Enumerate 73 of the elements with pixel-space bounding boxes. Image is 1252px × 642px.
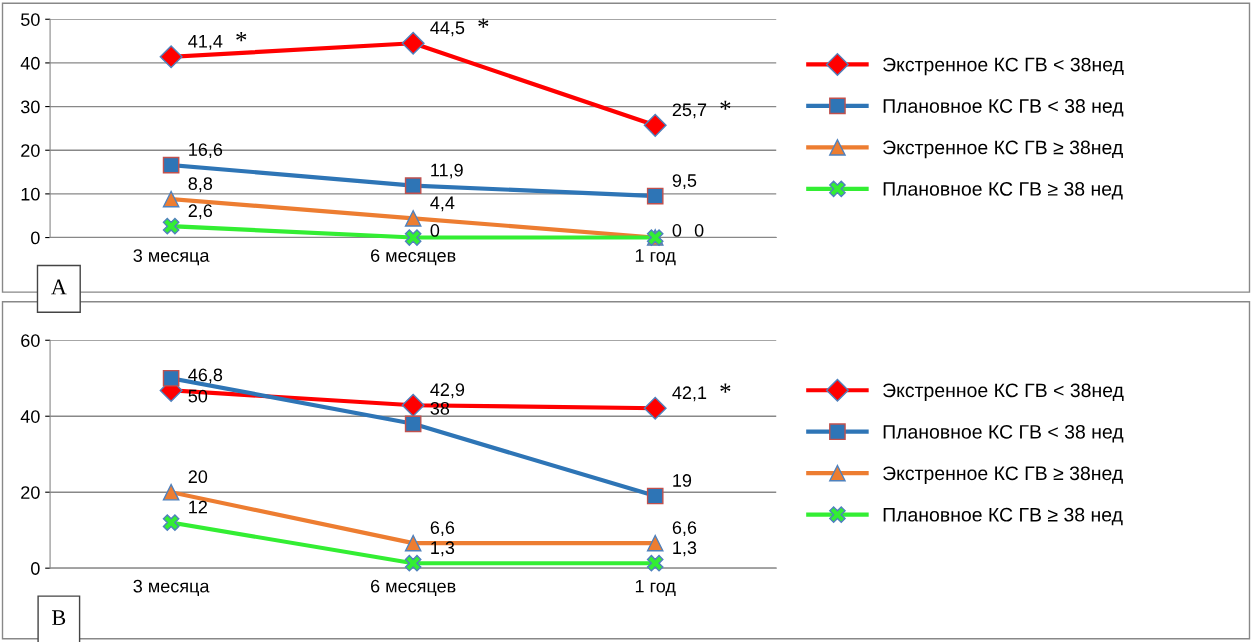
point: [646, 534, 664, 552]
x-tick-label: 1 год: [635, 579, 676, 596]
point: [646, 554, 664, 572]
y-tick-label: 60: [21, 334, 40, 347]
y-tick-label: 30: [20, 100, 40, 114]
annotation: *: [720, 383, 731, 393]
point: [401, 31, 425, 55]
y-tick-label: 20: [21, 486, 40, 499]
data-label: 4,4: [430, 196, 455, 212]
data-label: 42,9: [430, 383, 465, 399]
point: [159, 45, 183, 69]
point: [646, 487, 664, 505]
x-tick-label: 3 месяца: [133, 249, 210, 266]
y-tick-label: 50: [21, 13, 40, 26]
legend-label: Экстренное КС ГВ ≥ 38нед: [883, 466, 1123, 485]
point: [404, 177, 422, 194]
data-label: 0: [430, 224, 440, 237]
y-tick-label: 20: [21, 144, 40, 157]
data-label: 11,9: [431, 163, 463, 179]
legend-label: Экстренное КС ГВ ≥ 38нед: [883, 140, 1123, 159]
point: [401, 393, 425, 417]
data-label: 12: [189, 500, 207, 514]
data-label: 6,6: [672, 521, 697, 537]
point: [404, 554, 422, 572]
y-tick-label: 10: [21, 187, 40, 201]
data-label: 42,1: [672, 386, 707, 402]
annotation: *: [720, 100, 731, 110]
data-label: 44,5: [430, 21, 465, 37]
data-label: 0: [694, 224, 704, 237]
point: [404, 209, 422, 227]
data-label: 0: [672, 224, 682, 237]
point: [404, 415, 422, 433]
data-label: 9,5: [672, 174, 697, 190]
annotation: *: [478, 18, 489, 28]
legend-label: Плановное КС ГВ < 38 нед: [883, 424, 1124, 443]
legend-label: Плановное КС ГВ ≥ 38 нед: [883, 182, 1123, 200]
y-tick-label: 0: [31, 231, 40, 245]
legend-label: Плановное КС ГВ < 38 нед: [883, 99, 1124, 117]
point: [162, 483, 180, 501]
data-label: 1,3: [673, 541, 697, 557]
point: [162, 514, 180, 531]
text: А: [51, 279, 67, 295]
data-label: 19: [673, 474, 692, 487]
data-label: 16,6: [189, 143, 223, 159]
data-label: 20: [188, 470, 208, 484]
x-tick-label: 1 год: [635, 249, 676, 266]
y-tick-label: 0: [31, 562, 40, 575]
y-tick-label: 40: [20, 410, 40, 423]
legend-label: Экстренное КС ГВ < 38нед: [883, 383, 1124, 402]
data-label: 46,8: [188, 368, 223, 384]
point: [643, 113, 667, 137]
point: [162, 190, 180, 208]
data-label: 8,8: [188, 177, 213, 193]
legend-label: Экстренное КС ГВ < 38нед: [883, 57, 1124, 76]
legend-label: Плановное КС ГВ ≥ 38 нед: [883, 507, 1123, 526]
annotation: *: [236, 32, 247, 42]
data-label: 6,6: [430, 521, 455, 537]
point: [162, 369, 180, 387]
data-label: 2,6: [188, 204, 213, 220]
x-tick-label: 6 месяцев: [371, 579, 456, 596]
text: В: [52, 610, 66, 625]
point: [162, 217, 180, 235]
data-label: 1,3: [431, 541, 455, 557]
data-label: 25,7: [672, 103, 707, 119]
point: [162, 156, 180, 174]
point: [646, 187, 664, 205]
x-tick-label: 3 месяца: [133, 579, 210, 596]
y-tick-label: 40: [20, 56, 40, 70]
x-tick-label: 6 месяцев: [371, 249, 456, 266]
data-label: 41,4: [188, 35, 223, 50]
point: [643, 396, 667, 420]
point: [404, 534, 422, 552]
point: [404, 229, 422, 246]
